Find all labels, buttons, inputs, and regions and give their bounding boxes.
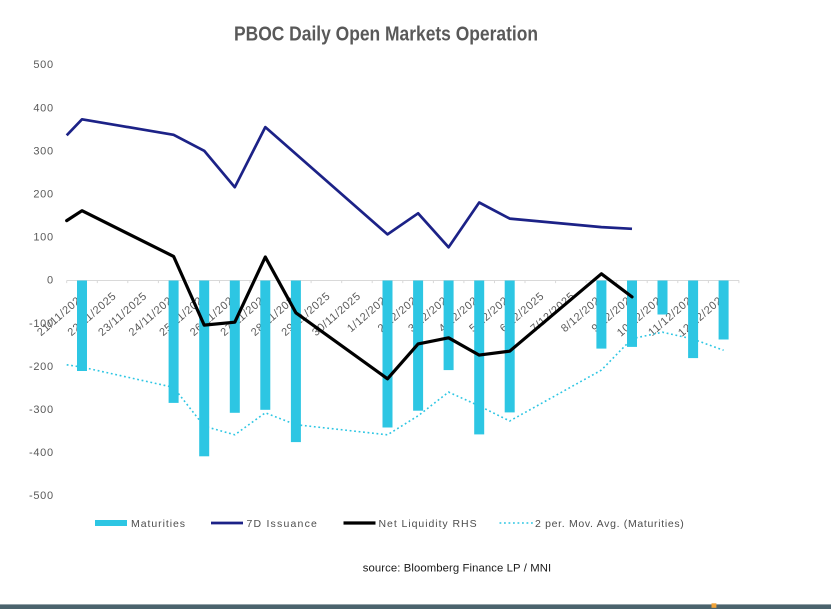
svg-text:source: Bloomberg Finance LP: source: Bloomberg Finance LP / MNI [363,563,551,575]
svg-text:500: 500 [33,59,53,71]
svg-text:7D Issuance: 7D Issuance [247,518,319,530]
svg-text:100: 100 [33,232,53,244]
svg-text:Net Liquidity RHS: Net Liquidity RHS [379,518,478,530]
svg-text:-400: -400 [29,447,54,459]
svg-text:-500: -500 [29,490,54,502]
svg-text:400: 400 [33,102,53,114]
svg-text:300: 300 [33,145,53,157]
svg-text:2 per. Mov. Avg. (Maturities): 2 per. Mov. Avg. (Maturities) [535,518,684,530]
svg-text:-200: -200 [29,361,54,373]
svg-text:200: 200 [33,189,53,201]
svg-text:-100: -100 [29,318,54,330]
svg-text:PBOC Daily Open Markets Operat: PBOC Daily Open Markets Operation [234,23,538,46]
svg-text:-300: -300 [29,404,54,416]
svg-text:0: 0 [47,275,54,287]
svg-text:Maturities: Maturities [131,518,186,530]
